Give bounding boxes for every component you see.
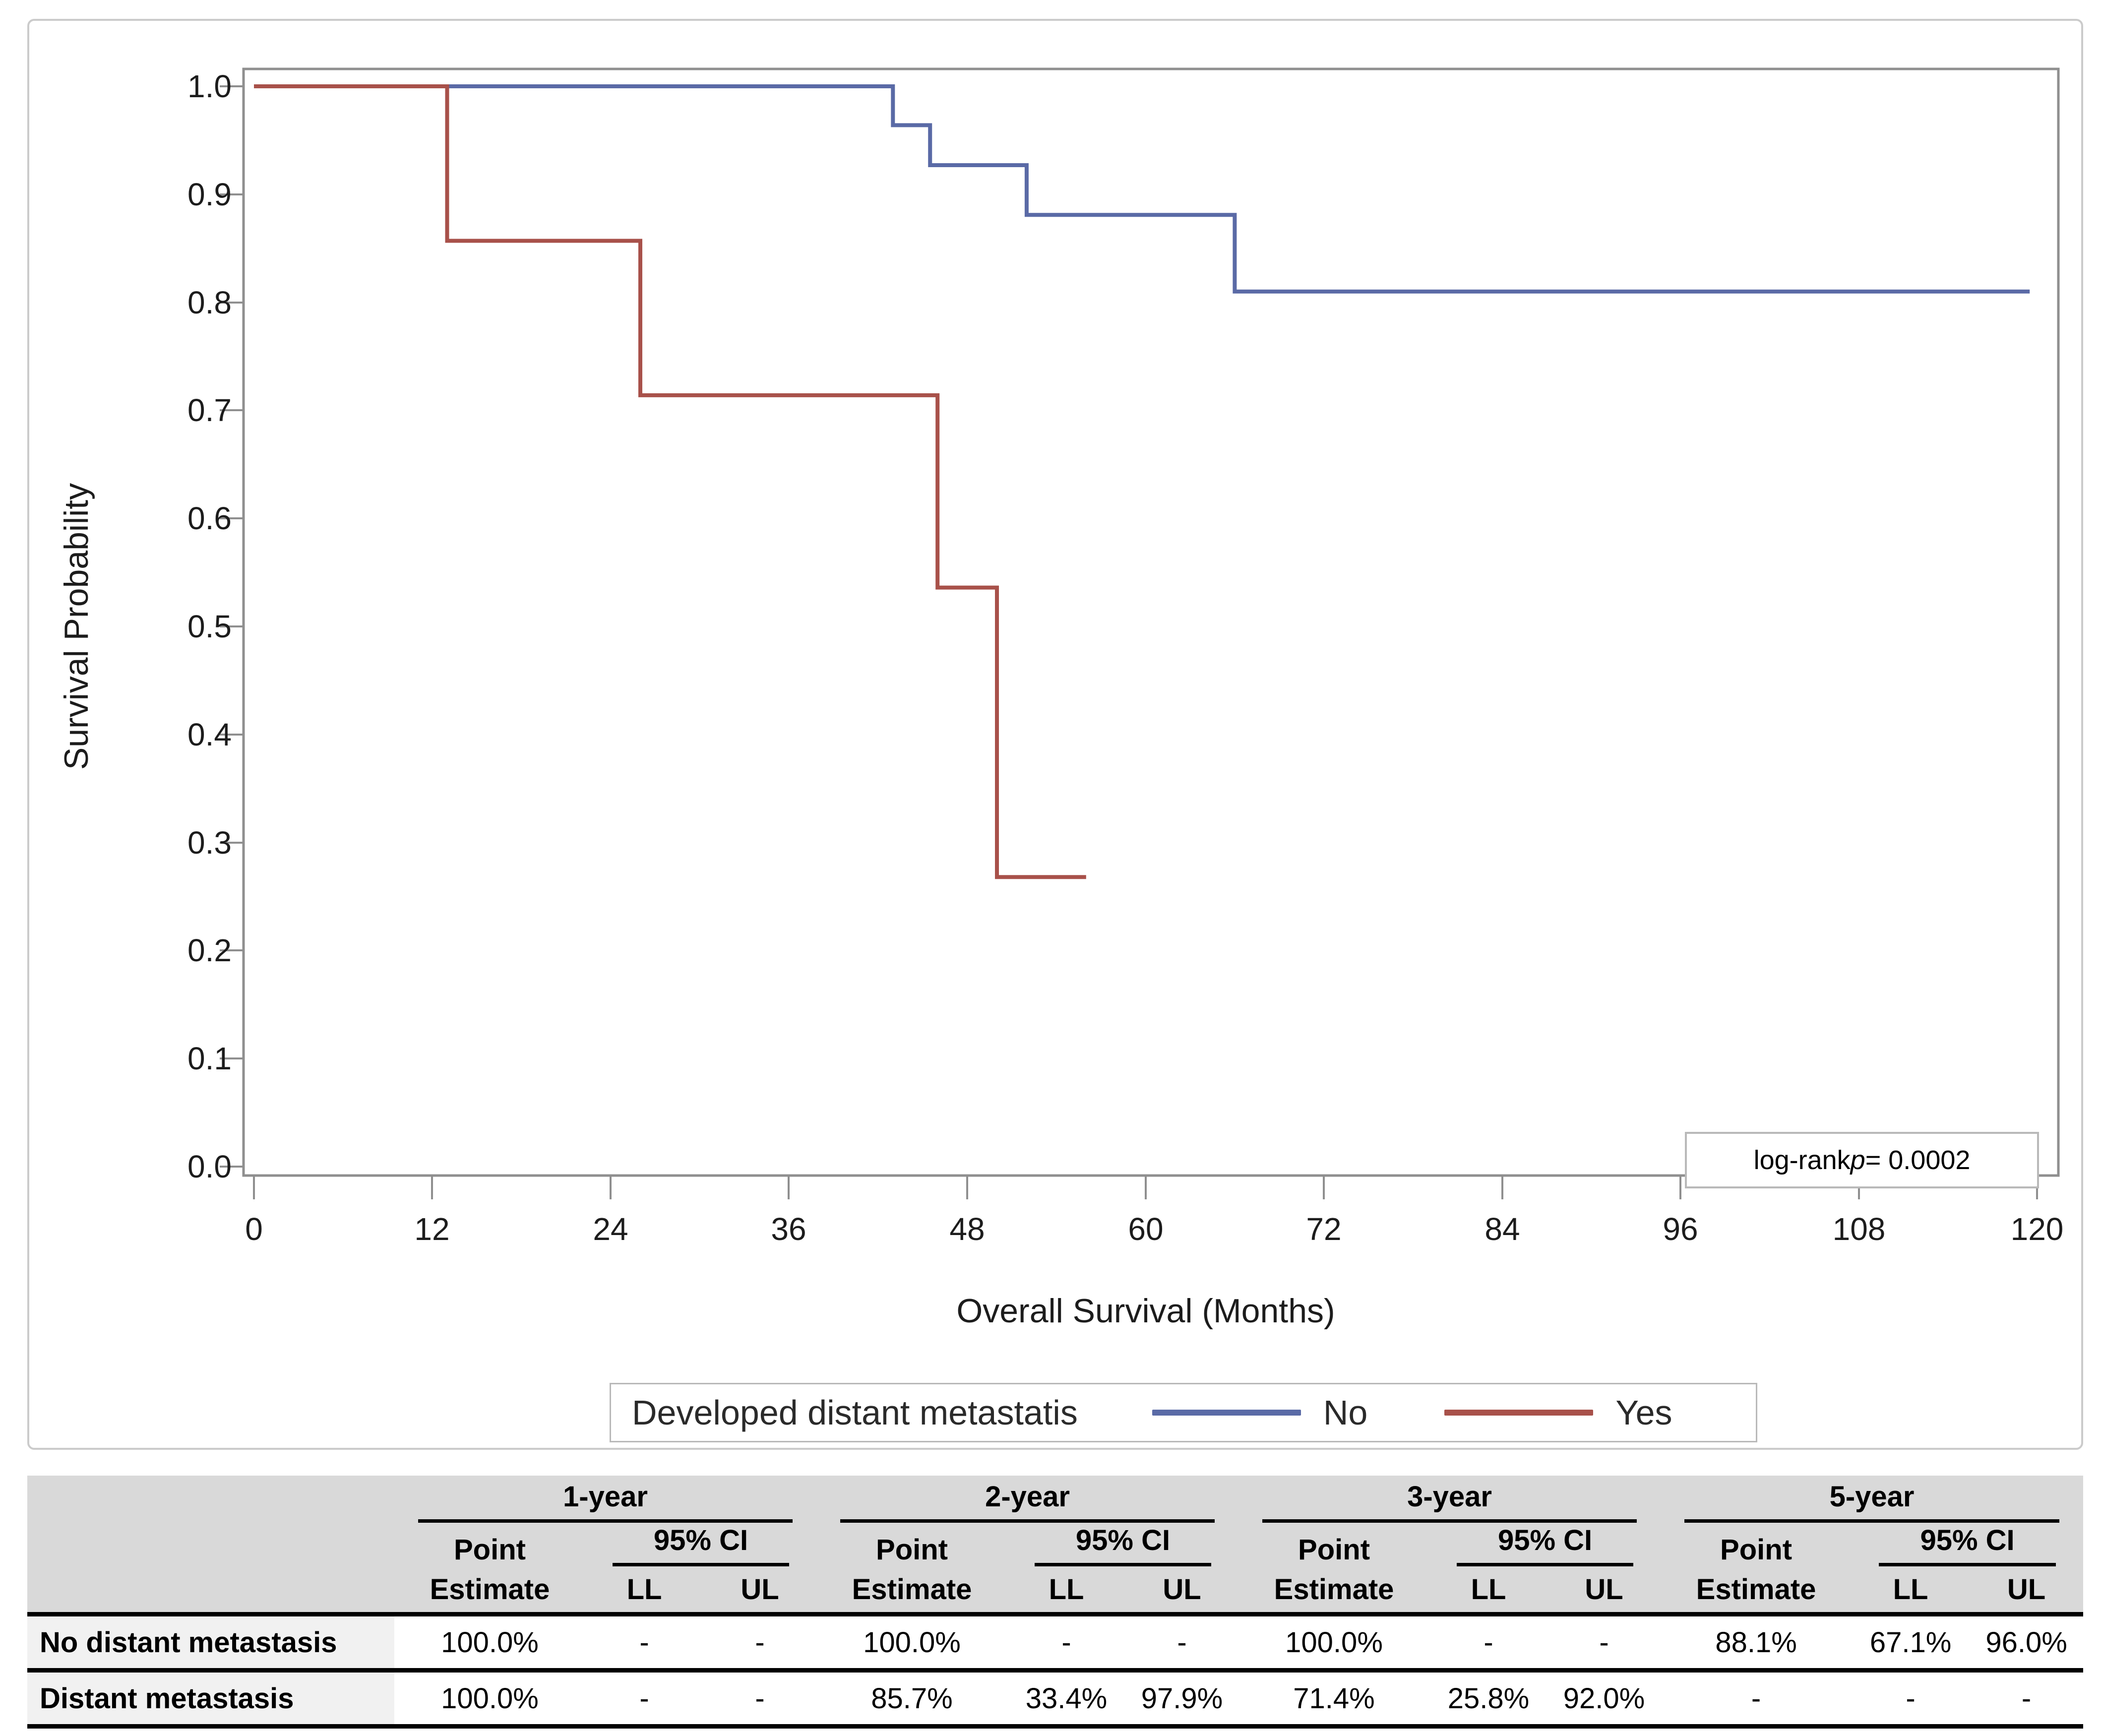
estimate-header: Estimate	[1696, 1573, 1816, 1606]
ci-header: 95% CI	[1007, 1523, 1238, 1566]
cell: -	[1852, 1668, 1970, 1729]
km-plot-svg	[220, 67, 2060, 1199]
x-tick-label: 36	[771, 1211, 806, 1247]
y-tick-label: 0.3	[187, 825, 232, 861]
ci-header: 95% CI	[585, 1523, 816, 1566]
x-tick-label: 108	[1832, 1211, 1886, 1247]
group-header-3year: 3-year	[1238, 1476, 1661, 1523]
group-header-5year: 5-year	[1661, 1476, 2083, 1523]
ll-header: LL	[1471, 1573, 1506, 1606]
ll-header: LL	[1893, 1573, 1928, 1606]
y-tick-label: 0.9	[187, 177, 232, 212]
point-header: Point	[876, 1534, 948, 1566]
estimate-header: Estimate	[430, 1573, 550, 1606]
x-tick-label: 48	[949, 1211, 985, 1247]
table-row-distant-metastasis: Distant metastasis 100.0% - - 85.7% 33.4…	[27, 1668, 2084, 1729]
km-curve-no-metastasis	[254, 84, 2030, 294]
pvalue-suffix: = 0.0002	[1865, 1145, 1971, 1175]
estimate-header: Estimate	[1274, 1573, 1394, 1606]
ll-header: LL	[626, 1573, 662, 1606]
legend-label-no: No	[1323, 1393, 1368, 1432]
y-tick-label: 0.7	[187, 392, 232, 428]
point-header: Point	[1298, 1534, 1370, 1566]
point-header: Point	[454, 1534, 526, 1566]
table-subheader-row: Estimate LL UL Estimate LL UL Estimate L…	[27, 1566, 2084, 1614]
ul-header: UL	[2007, 1573, 2046, 1606]
cell: -	[703, 1612, 817, 1671]
ll-header: LL	[1049, 1573, 1084, 1606]
y-tick-label: 0.1	[187, 1041, 232, 1076]
x-tick-label: 72	[1306, 1211, 1342, 1247]
y-tick-label: 0.0	[187, 1149, 232, 1184]
cell: 100.0%	[816, 1612, 1008, 1671]
cell: 100.0%	[394, 1612, 585, 1671]
group-header-1year: 1-year	[394, 1476, 816, 1523]
row-label: Distant metastasis	[27, 1668, 394, 1729]
corner-cell	[27, 1476, 394, 1523]
row-label: No distant metastasis	[27, 1612, 394, 1671]
km-curve-metastasis	[254, 84, 1086, 879]
y-tick-label: 0.8	[187, 285, 232, 320]
cell: 100.0%	[394, 1668, 585, 1729]
cell: 100.0%	[1238, 1612, 1430, 1671]
table-row-no-distant-metastasis: No distant metastasis 100.0% - - 100.0% …	[27, 1612, 2084, 1671]
estimate-header: Estimate	[852, 1573, 972, 1606]
km-figure: 1.0 0.9 0.8 0.7 0.6 0.5 0.4 0.3 0.2 0.1 …	[27, 19, 2083, 1450]
cell: -	[1661, 1668, 1852, 1729]
cell: -	[1125, 1612, 1239, 1671]
cell: 96.0%	[1970, 1612, 2084, 1671]
x-tick-label: 0	[245, 1211, 263, 1247]
pvalue-prefix: log-rank	[1753, 1145, 1851, 1175]
table-group-header-row: 1-year 2-year 3-year 5-year	[27, 1476, 2084, 1523]
x-axis-title: Overall Survival (Months)	[956, 1292, 1335, 1330]
cell: -	[585, 1668, 703, 1729]
cell: 67.1%	[1852, 1612, 1970, 1671]
cell: 85.7%	[816, 1668, 1008, 1729]
log-rank-pvalue-box: log-rank p = 0.0002	[1685, 1132, 2039, 1188]
y-tick-label: 0.6	[187, 500, 232, 536]
ul-header: UL	[1163, 1573, 1201, 1606]
x-tick-label: 60	[1128, 1211, 1164, 1247]
cell: -	[1007, 1612, 1126, 1671]
x-tick-marks	[253, 1176, 2038, 1199]
y-tick-label: 1.0	[187, 68, 232, 104]
table-ci-header-row: Point 95% CI Point 95% CI Point 95% CI P…	[27, 1523, 2084, 1566]
cell: 33.4%	[1007, 1668, 1126, 1729]
survival-estimates-table: 1-year 2-year 3-year 5-year Point 95% CI…	[27, 1476, 2084, 1729]
y-axis-title: Survival Probability	[58, 483, 95, 770]
cell: -	[585, 1612, 703, 1671]
legend-line-yes-icon	[1444, 1410, 1594, 1416]
point-header: Point	[1720, 1534, 1793, 1566]
ci-header: 95% CI	[1852, 1523, 2083, 1566]
x-tick-label: 96	[1663, 1211, 1698, 1247]
cell: 25.8%	[1429, 1668, 1548, 1729]
cell: -	[703, 1668, 817, 1729]
x-tick-label: 12	[414, 1211, 450, 1247]
legend-label-yes: Yes	[1615, 1393, 1672, 1432]
ul-header: UL	[1585, 1573, 1623, 1606]
cell: -	[1970, 1668, 2084, 1729]
cell: 71.4%	[1238, 1668, 1430, 1729]
legend-line-no-icon	[1152, 1410, 1301, 1416]
y-tick-label: 0.5	[187, 609, 232, 644]
cell: -	[1547, 1612, 1661, 1671]
y-tick-label: 0.2	[187, 932, 232, 968]
x-tick-label: 120	[2010, 1211, 2064, 1247]
ci-header: 95% CI	[1429, 1523, 1661, 1566]
y-tick-label: 0.4	[187, 717, 232, 752]
y-tick-marks	[220, 85, 244, 1168]
ul-header: UL	[741, 1573, 779, 1606]
legend: Developed distant metastatis No Yes	[610, 1383, 1757, 1442]
plot-frame	[242, 67, 2060, 1177]
legend-title: Developed distant metastatis	[632, 1393, 1078, 1432]
x-tick-label: 24	[593, 1211, 628, 1247]
x-tick-label: 84	[1484, 1211, 1520, 1247]
cell: 88.1%	[1661, 1612, 1852, 1671]
cell: 97.9%	[1125, 1668, 1239, 1729]
pvalue-p-symbol: p	[1850, 1145, 1865, 1175]
group-header-2year: 2-year	[816, 1476, 1238, 1523]
cell: 92.0%	[1547, 1668, 1661, 1729]
cell: -	[1429, 1612, 1548, 1671]
